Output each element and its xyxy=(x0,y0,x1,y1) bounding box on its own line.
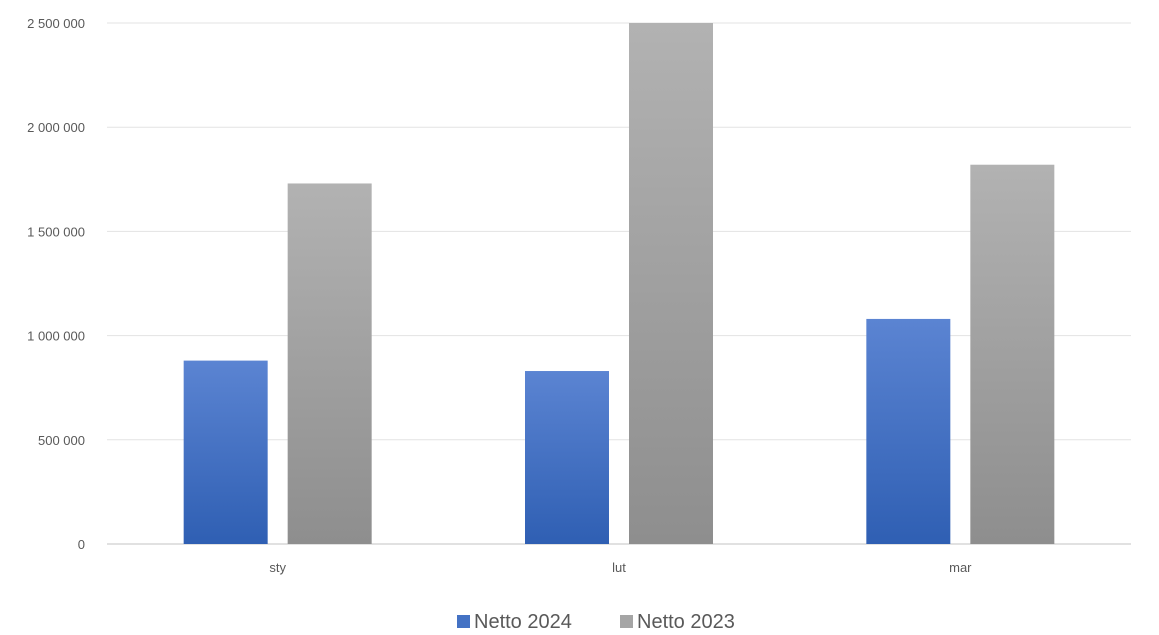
gridlines xyxy=(107,22,1131,545)
y-axis-tick-labels: 0 500 000 1 000 000 1 500 000 2 000 000 2 500… xyxy=(27,16,85,552)
bars xyxy=(183,23,1055,544)
legend-label: Netto 2024 xyxy=(474,611,572,633)
legend-swatch xyxy=(457,615,470,628)
y-tick-label: 1 500 000 xyxy=(27,224,85,239)
y-tick-label: 2 000 000 xyxy=(27,120,85,135)
bar-sty-series-2 xyxy=(287,183,372,544)
legend-label: Netto 2023 xyxy=(637,611,735,633)
bar-sty-series-1 xyxy=(183,360,268,544)
bar-mar-series-1 xyxy=(866,318,951,544)
legend-swatch xyxy=(620,615,633,628)
x-tick-label: lut xyxy=(612,560,626,575)
bar-lut-series-1 xyxy=(525,371,609,544)
x-tick-label: sty xyxy=(269,560,286,575)
legend: Netto 2024 Netto 2023 xyxy=(457,611,735,633)
y-tick-label: 500 000 xyxy=(38,433,85,448)
y-tick-label: 0 xyxy=(78,537,85,552)
y-tick-label: 1 000 000 xyxy=(27,329,85,344)
bar-lut-series-2 xyxy=(629,23,713,544)
x-axis-tick-labels: sty lut mar xyxy=(269,560,972,575)
y-tick-label: 2 500 000 xyxy=(27,16,85,31)
x-tick-label: mar xyxy=(949,560,972,575)
bar-mar-series-2 xyxy=(970,164,1055,544)
